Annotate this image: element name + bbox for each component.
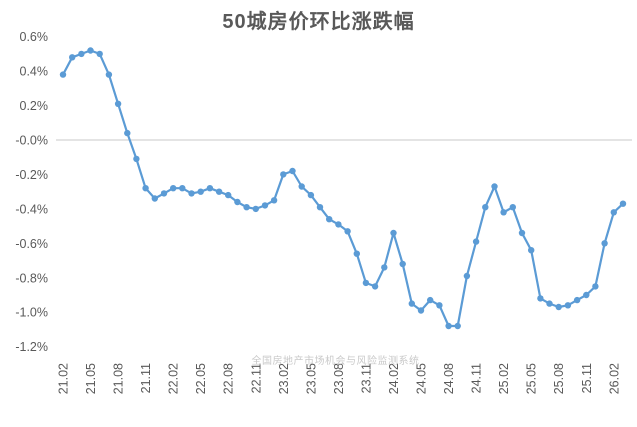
data-point-marker	[381, 264, 388, 271]
data-point-marker	[243, 204, 250, 211]
data-point-marker	[96, 50, 103, 58]
data-point-marker	[160, 190, 168, 197]
data-point-marker	[289, 167, 296, 175]
data-point-marker	[270, 197, 278, 204]
data-point-marker	[537, 295, 544, 302]
data-point-marker	[500, 209, 507, 216]
data-point-marker	[114, 100, 122, 108]
x-axis-tick-label: 25.08	[552, 363, 566, 394]
data-point-marker	[179, 185, 186, 192]
data-point-marker	[234, 198, 241, 206]
data-point-marker	[408, 300, 415, 307]
data-point-marker	[436, 302, 443, 309]
data-point-marker	[362, 279, 370, 287]
data-point-marker	[316, 204, 324, 211]
x-axis-tick-label: 24.05	[415, 363, 429, 394]
y-axis-tick-label: -1.0%	[15, 306, 48, 320]
data-point-marker	[252, 205, 259, 213]
data-point-marker	[564, 302, 572, 309]
x-axis-tick-label: 25.05	[525, 363, 539, 394]
x-axis-tick-label: 22.11	[249, 363, 263, 393]
data-point-marker	[592, 283, 599, 290]
data-point-marker	[445, 322, 452, 330]
data-point-marker	[454, 322, 461, 330]
data-point-marker	[206, 185, 214, 192]
data-point-marker	[528, 247, 535, 254]
x-axis-tick-label: 22.08	[222, 363, 236, 394]
watermark: 全国房地产市场机会与风险监测系统	[251, 356, 420, 367]
data-point-marker	[390, 229, 397, 237]
data-point-marker	[59, 71, 67, 78]
data-point-marker	[555, 303, 562, 311]
x-axis-tick-label: 24.11	[470, 363, 484, 393]
data-point-marker	[335, 221, 342, 228]
data-point-marker	[151, 195, 158, 202]
data-point-marker	[69, 54, 76, 61]
y-axis-tick-label: -0.4%	[15, 202, 48, 216]
data-point-marker	[326, 216, 333, 223]
x-axis-tick-label: 25.02	[497, 363, 511, 394]
y-axis-tick-label: 0.2%	[20, 99, 49, 113]
data-point-marker	[280, 171, 287, 178]
y-axis-tick-label: -0.8%	[15, 271, 48, 285]
data-point-marker	[427, 296, 434, 304]
x-axis-tick-label: 24.02	[387, 363, 401, 394]
x-axis-tick-label: 23.11	[359, 363, 373, 393]
x-axis-tick-label: 26.02	[607, 363, 621, 394]
data-point-marker	[546, 300, 553, 307]
x-axis-tick-label: 23.05	[304, 363, 318, 394]
x-axis-tick-label: 22.05	[194, 363, 208, 394]
y-axis-tick-label: -0.0%	[15, 134, 48, 148]
data-point-marker	[509, 204, 516, 211]
x-axis-tick-label: 24.08	[442, 363, 456, 394]
x-axis-tick-label: 23.02	[277, 363, 291, 394]
data-point-marker	[583, 291, 590, 299]
x-axis-tick-label: 21.11	[139, 363, 153, 393]
data-point-marker	[472, 238, 480, 245]
data-point-marker	[491, 183, 498, 190]
x-axis-tick-label: 25.11	[580, 363, 594, 393]
y-axis-tick-label: -1.2%	[15, 340, 48, 354]
data-point-marker	[142, 185, 149, 192]
data-point-marker	[124, 129, 131, 137]
data-point-marker	[307, 191, 315, 199]
data-point-marker	[417, 307, 425, 314]
data-point-marker	[298, 183, 305, 190]
x-axis-tick-label: 21.02	[57, 363, 71, 394]
data-point-marker	[601, 240, 608, 247]
y-axis-tick-label: 0.6%	[20, 30, 49, 44]
data-point-marker	[399, 260, 406, 268]
data-point-marker	[261, 202, 269, 209]
y-axis-tick-label: 0.4%	[20, 65, 49, 79]
x-axis-tick-label: 21.08	[112, 363, 126, 394]
x-axis-tick-label: 21.05	[84, 363, 98, 394]
data-point-marker	[215, 188, 223, 195]
data-point-marker	[197, 188, 204, 195]
data-point-marker	[133, 155, 140, 163]
data-point-marker	[87, 47, 94, 54]
data-point-marker	[78, 50, 85, 58]
data-point-marker	[573, 296, 581, 304]
data-point-marker	[344, 228, 351, 235]
x-axis-tick-label: 22.02	[167, 363, 181, 394]
data-point-marker	[188, 190, 195, 197]
data-point-marker	[170, 185, 177, 192]
x-axis-tick-label: 23.08	[332, 363, 346, 394]
data-point-marker	[225, 191, 232, 199]
data-point-marker	[353, 250, 360, 257]
data-point-marker	[610, 209, 617, 216]
chart-title: 50城房价环比涨跌幅	[222, 11, 415, 33]
data-point-marker	[482, 204, 489, 211]
data-point-marker	[518, 229, 526, 237]
y-axis-tick-label: -0.2%	[15, 168, 48, 182]
data-point-marker	[463, 272, 471, 280]
y-axis-tick-label: -0.6%	[15, 237, 48, 251]
data-point-marker	[105, 71, 113, 78]
data-point-marker	[371, 283, 379, 290]
data-point-marker	[619, 200, 627, 207]
